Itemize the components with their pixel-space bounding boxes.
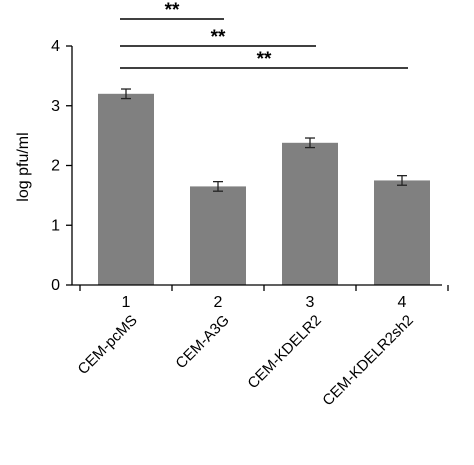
bars [98,93,430,285]
significance-label: ** [211,27,226,48]
category-label: CEM-pcMS [75,312,141,378]
x-tick-label: 3 [306,294,315,311]
x-tick-label: 1 [122,294,131,311]
significance-brackets: ** ** ** [120,0,408,70]
category-label: CEM-A3G [172,312,232,372]
error-bars [121,88,407,192]
significance-label: ** [257,49,272,70]
y-tick-label: 4 [51,38,60,55]
category-label: CEM-KDELR2 [244,312,324,392]
bar [374,180,430,285]
x-axis: 1 2 3 4 [79,285,449,311]
category-label: CEM-KDELR2sh2 [319,312,416,409]
y-axis-label: log pfu/ml [15,132,32,201]
y-tick-label: 3 [51,98,60,115]
significance-label: ** [165,0,180,21]
x-tick-label: 2 [214,294,223,311]
x-tick-label: 4 [398,294,407,311]
y-tick-label: 2 [51,158,60,175]
bar [98,93,154,285]
axes [71,46,442,286]
y-axis: 0 1 2 3 4 [51,38,72,294]
y-tick-label: 1 [51,217,60,234]
bar [190,186,246,285]
y-tick-label: 0 [51,277,60,294]
bar [282,142,338,285]
